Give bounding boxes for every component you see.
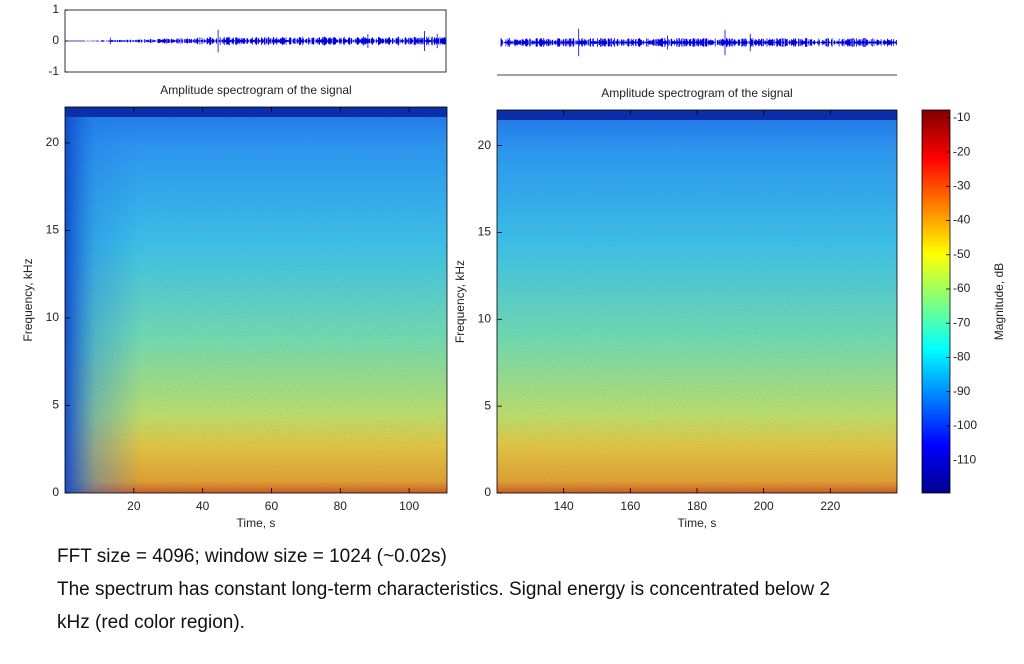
x-tick-label: 160 [620, 499, 640, 513]
y-tick-label: 10 [46, 310, 60, 324]
y-tick-label: -1 [48, 64, 59, 78]
caption: FFT size = 4096; window size = 1024 (~0.… [57, 540, 830, 639]
y-tick-label: -40 [953, 213, 971, 227]
y-tick-label: -10 [953, 110, 971, 124]
x-tick-label: 200 [754, 499, 774, 513]
y-tick-label: 20 [46, 135, 60, 149]
y-tick-label: 0 [484, 485, 491, 499]
y-tick-label: -110 [953, 452, 976, 466]
axes-title: Amplitude spectrogram of the signal [601, 86, 792, 100]
axes-title: Amplitude spectrogram of the signal [160, 83, 351, 97]
x-tick-label: 40 [196, 499, 210, 513]
axes-frame [64, 106, 448, 494]
y-tick-label: -80 [953, 350, 971, 364]
waveform [500, 28, 897, 57]
caption-line: kHz (red color region). [57, 612, 245, 633]
waveform [65, 29, 446, 53]
y-tick-label: -20 [953, 144, 971, 158]
y-tick-label: 0 [52, 33, 59, 47]
y-tick-label: -90 [953, 384, 971, 398]
y-tick-label: 15 [46, 223, 60, 237]
y-tick-label: -70 [953, 315, 971, 329]
y-tick-label: -50 [953, 247, 971, 261]
x-axis-label: Time, s [678, 516, 717, 530]
y-tick-label: 1 [52, 2, 59, 16]
x-tick-label: 180 [687, 499, 707, 513]
colorbar [921, 109, 951, 494]
y-axis-label: Frequency, kHz [453, 260, 467, 343]
x-tick-label: 100 [399, 499, 419, 513]
y-tick-label: 5 [484, 398, 491, 412]
x-tick-label: 80 [334, 499, 348, 513]
y-tick-label: 20 [478, 138, 492, 152]
y-tick-label: 0 [52, 485, 59, 499]
y-tick-label: 5 [52, 398, 59, 412]
nyquist-band [65, 107, 447, 117]
caption-line: FFT size = 4096; window size = 1024 (~0.… [57, 546, 447, 567]
y-tick-label: -60 [953, 281, 971, 295]
spectrogram-texture [65, 107, 447, 493]
caption-line: The spectrum has constant long-term char… [57, 579, 831, 600]
y-tick-label: -100 [953, 418, 977, 432]
colorbar-label: Magnitude, dB [992, 263, 1006, 340]
y-axis-label: Frequency, kHz [21, 258, 35, 341]
x-tick-label: 140 [554, 499, 574, 513]
spectrogram-texture [497, 110, 897, 493]
x-axis-label: Time, s [237, 516, 276, 530]
y-tick-label: -30 [953, 178, 971, 192]
x-tick-label: 60 [265, 499, 279, 513]
y-tick-label: 10 [478, 311, 492, 325]
x-tick-label: 20 [127, 499, 141, 513]
y-tick-label: 15 [478, 225, 492, 239]
x-tick-label: 220 [820, 499, 840, 513]
